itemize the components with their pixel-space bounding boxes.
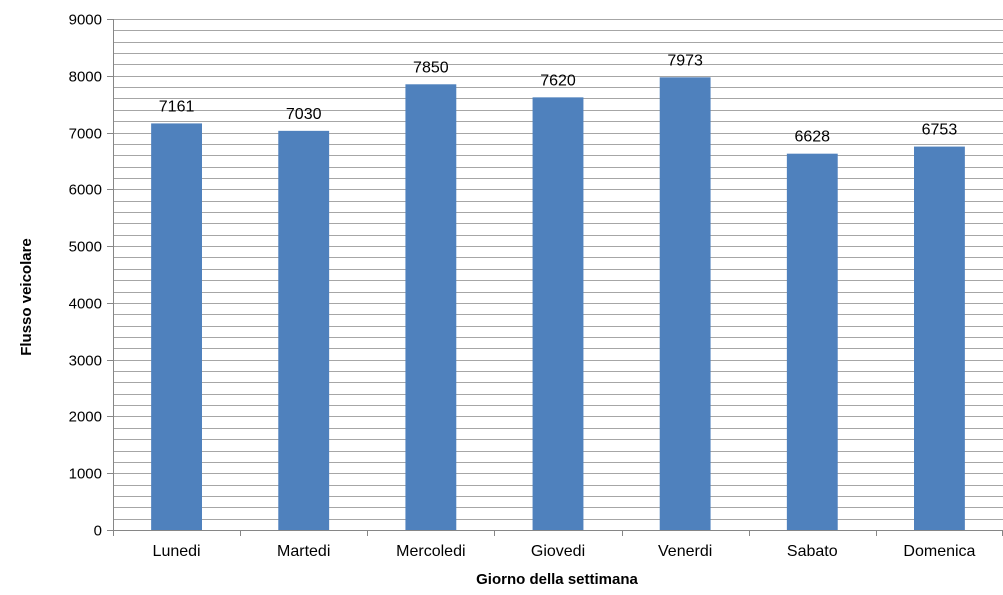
bar-sabato bbox=[786, 153, 838, 531]
bar-domenica bbox=[914, 146, 965, 531]
y-tick-label: 8000 bbox=[69, 69, 102, 86]
data-label: 7973 bbox=[667, 52, 703, 69]
y-tick-label: 7000 bbox=[69, 126, 102, 143]
y-tick-label: 2000 bbox=[69, 409, 102, 426]
bar-venerdi bbox=[659, 77, 711, 530]
labels: 7161 Lunedi 7030 Martedi 7850 Mercoledi 7620 Gi… bbox=[69, 12, 976, 561]
y-tick-label: 0 bbox=[94, 523, 102, 540]
y-tick-label: 3000 bbox=[69, 353, 102, 370]
x-axis-title: Giorno della settimana bbox=[476, 571, 638, 588]
x-tick-label: Venerdi bbox=[658, 543, 712, 560]
data-label: 7030 bbox=[286, 106, 322, 123]
y-tick-label: 4000 bbox=[69, 296, 102, 313]
y-tick-label: 1000 bbox=[69, 466, 102, 483]
data-label: 6753 bbox=[922, 122, 958, 139]
bar-martedi bbox=[278, 130, 330, 530]
x-tick-label: Domenica bbox=[903, 543, 975, 560]
data-label: 6628 bbox=[794, 129, 830, 146]
data-label: 7161 bbox=[159, 98, 195, 115]
x-tick-label: Giovedi bbox=[531, 543, 585, 560]
data-label: 7850 bbox=[413, 59, 449, 76]
bar-giovedi bbox=[532, 97, 584, 530]
y-axis-title: Flusso veicolare bbox=[18, 238, 35, 356]
x-tick-label: Martedi bbox=[277, 543, 330, 560]
x-tick-label: Mercoledi bbox=[396, 543, 465, 560]
bar-lunedi bbox=[151, 123, 202, 530]
bars bbox=[151, 77, 965, 531]
y-tick-label: 9000 bbox=[69, 12, 102, 29]
data-label: 7620 bbox=[540, 72, 576, 89]
x-tick-label: Lunedi bbox=[153, 543, 201, 560]
y-tick-label: 6000 bbox=[69, 182, 102, 199]
x-tick-label: Sabato bbox=[787, 543, 838, 560]
y-tick-label: 5000 bbox=[69, 239, 102, 256]
bar-mercoledi bbox=[405, 84, 457, 531]
